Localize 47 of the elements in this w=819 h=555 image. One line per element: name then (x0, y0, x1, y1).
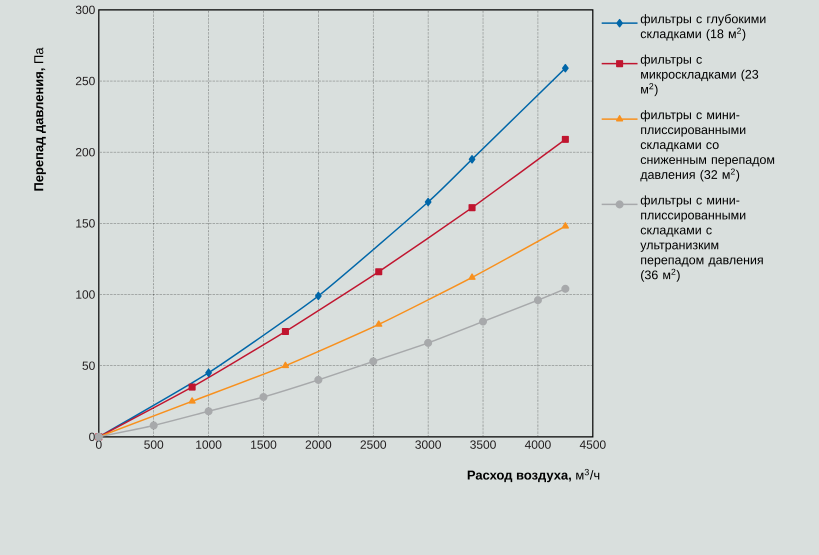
y-tick-label: 200 (76, 148, 95, 156)
x-tick-label: 4000 (524, 440, 551, 449)
legend-label: фильтры с микроскладками (23 м$^{2}$) (640, 54, 758, 96)
y-tick-label: 0 (89, 432, 95, 442)
point (534, 296, 542, 304)
x-tick-label: 1500 (251, 440, 276, 449)
point (562, 222, 569, 229)
y-tick-label: 50 (82, 361, 95, 370)
x-tick-label: 1000 (196, 440, 222, 449)
point (375, 320, 382, 327)
point (188, 383, 196, 391)
legend-label: фильтры с глубокими складками (18 м$^{2}$) (640, 14, 766, 41)
x-tick-label: 500 (144, 440, 164, 449)
y-tick-label: 300 (76, 6, 95, 14)
y-tick-label: 250 (76, 76, 95, 86)
x-tick-label: 2000 (306, 440, 332, 449)
point (562, 136, 569, 143)
point (282, 328, 289, 336)
point (424, 338, 432, 347)
x-tick-label: 0 (96, 440, 102, 449)
x-tick-label: 3000 (415, 440, 441, 449)
y-axis-title: Перепад давления, Па (34, 48, 46, 191)
point (259, 392, 268, 402)
point (314, 376, 322, 384)
x-tick-label: 4500 (580, 440, 606, 449)
point (314, 292, 322, 300)
legend-label: фильтры с мини-плиссированными складками со сниженным перепадом давления (32 м$^{2}$) (640, 110, 774, 182)
point (282, 362, 290, 368)
y-tick-label: 150 (76, 219, 95, 228)
point (478, 318, 488, 326)
point (369, 357, 378, 366)
point (468, 204, 476, 212)
point (468, 273, 476, 280)
point (468, 155, 476, 164)
point (375, 268, 382, 276)
point (561, 284, 570, 293)
x-axis-title: Расход воздуха, м$^{3}$/ч (468, 468, 600, 482)
point (562, 64, 569, 72)
point (204, 407, 213, 416)
point (424, 198, 432, 206)
x-tick-label: 3500 (470, 440, 496, 449)
x-tick-label: 2500 (360, 440, 386, 449)
point (205, 368, 212, 378)
legend-label: фильтры с мини-плиссированными складками с ультранизким перепадом давления (36 м$^{2}$) (640, 195, 763, 282)
point (150, 421, 158, 430)
point (188, 397, 196, 404)
y-tick-label: 100 (76, 290, 95, 299)
